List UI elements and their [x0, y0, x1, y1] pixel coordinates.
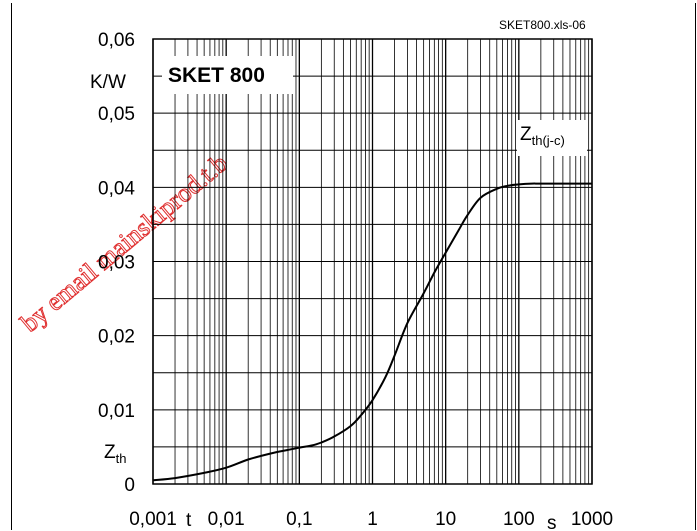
chart-frame: by email mainskiprod.t.b 0 0,01 0,02 0,03 0,…: [11, 3, 696, 530]
figure-id: SKET800.xls-06: [499, 18, 586, 32]
title-box: [162, 56, 293, 94]
x-tick-label: 0,1: [286, 509, 312, 530]
y-tick-label: 0,06: [98, 30, 135, 51]
x-tick-label: 1000: [571, 509, 613, 530]
watermark: by email mainskiprod.t.b: [15, 148, 233, 337]
x-tick-label: 1: [367, 509, 378, 530]
y-unit-label: K/W: [90, 72, 126, 93]
tick-labels: 0 0,01 0,02 0,03 0,04 0,05 0,06 0,001 0,01 0,1 1 10…: [98, 30, 613, 530]
x-tick-label: 0,001: [129, 509, 177, 530]
x-unit-label-t: t: [186, 510, 192, 530]
x-tick-label: 100: [503, 509, 535, 530]
series-label-box: [517, 120, 587, 156]
chart-svg: by email mainskiprod.t.b 0 0,01 0,02 0,03 0,…: [15, 18, 613, 530]
y-tick-label: 0,02: [98, 327, 135, 348]
x-tick-label: 0,01: [208, 509, 245, 530]
y-tick-label: 0,01: [98, 401, 135, 422]
plot-border: [152, 38, 593, 485]
x-tick-label: 10: [435, 509, 456, 530]
grid: [152, 38, 593, 485]
y-tick-label: 0,04: [98, 178, 135, 199]
series-line-zth-j-c: [152, 182, 592, 482]
y-tick-label: 0,05: [98, 104, 135, 125]
y-tick-label: 0: [124, 475, 135, 496]
y-axis-label: Zth: [104, 442, 126, 466]
chart-title: SKET 800: [168, 64, 265, 87]
x-unit-label-s: s: [547, 513, 557, 530]
series-label: Zth(j-c): [520, 124, 565, 148]
y-tick-label: 0,03: [98, 253, 135, 274]
